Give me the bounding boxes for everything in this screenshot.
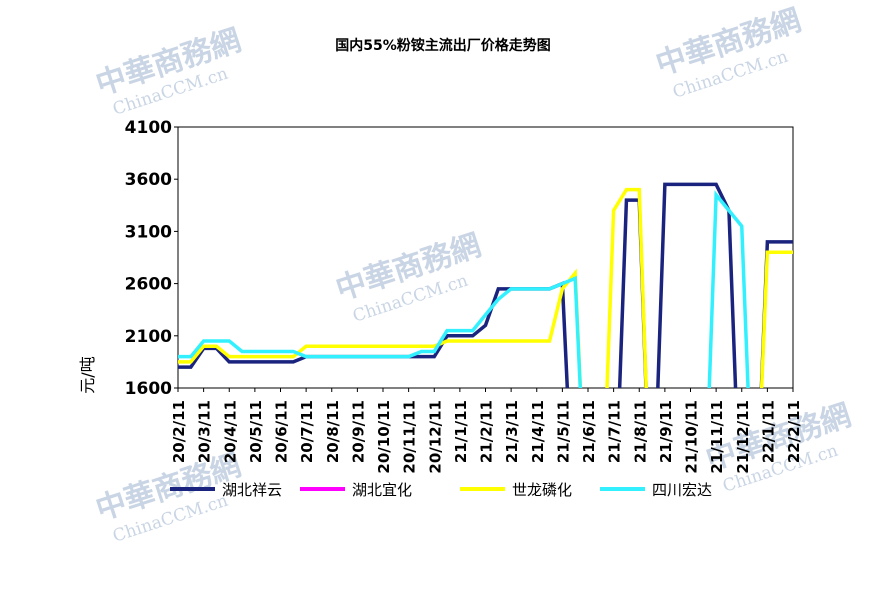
legend-label: 湖北祥云 <box>222 481 282 499</box>
x-tick-label: 20/2/11 <box>170 400 188 463</box>
x-tick-label: 21/4/11 <box>529 400 547 463</box>
x-tick-label: 21/7/11 <box>606 400 624 463</box>
x-tick-label: 20/10/11 <box>375 400 393 474</box>
x-tick-label: 20/5/11 <box>247 400 265 463</box>
x-tick-label: 20/8/11 <box>324 400 342 463</box>
x-tick-label: 20/11/11 <box>401 400 419 474</box>
y-tick-label: 4100 <box>125 118 172 138</box>
x-tick-label: 22/1/11 <box>759 400 777 463</box>
x-tick-label: 20/4/11 <box>221 400 239 463</box>
x-tick-label: 21/10/11 <box>683 400 701 474</box>
x-tick-label: 21/9/11 <box>657 400 675 463</box>
legend-label: 四川宏达 <box>652 481 712 499</box>
y-tick-label: 2100 <box>125 327 172 347</box>
x-tick-label: 21/5/11 <box>554 400 572 463</box>
x-tick-label: 21/12/11 <box>734 400 752 474</box>
chart-title: 国内55%粉铵主流出厂价格走势图 <box>335 37 551 54</box>
x-tick-label: 21/8/11 <box>631 400 649 463</box>
series-line <box>178 187 793 388</box>
x-tick-label: 20/3/11 <box>196 400 214 463</box>
plot-lines <box>178 182 793 388</box>
y-tick-label: 3100 <box>125 222 172 242</box>
series-line <box>178 190 750 388</box>
x-tick-label: 21/3/11 <box>503 400 521 463</box>
x-tick-label: 21/6/11 <box>580 400 598 463</box>
x-tick-label: 21/2/11 <box>478 400 496 463</box>
legend-label: 湖北宜化 <box>352 481 412 499</box>
y-tick-label: 2600 <box>125 275 172 295</box>
x-tick-label: 21/1/11 <box>452 400 470 463</box>
y-tick-label: 1600 <box>125 379 172 399</box>
plot-frame <box>177 126 794 389</box>
x-tick-label: 20/9/11 <box>349 400 367 463</box>
y-axis-label: 元/吨 <box>78 356 97 393</box>
x-tick-label: 20/7/11 <box>298 400 316 463</box>
series-line <box>178 182 793 388</box>
legend-label: 世龙磷化 <box>512 481 572 499</box>
x-tick-label: 21/11/11 <box>708 400 726 474</box>
x-tick-label: 20/12/11 <box>426 400 444 474</box>
y-tick-label: 3600 <box>125 170 172 190</box>
x-tick-label: 20/6/11 <box>273 400 291 463</box>
x-tick-label: 22/2/11 <box>785 400 803 463</box>
